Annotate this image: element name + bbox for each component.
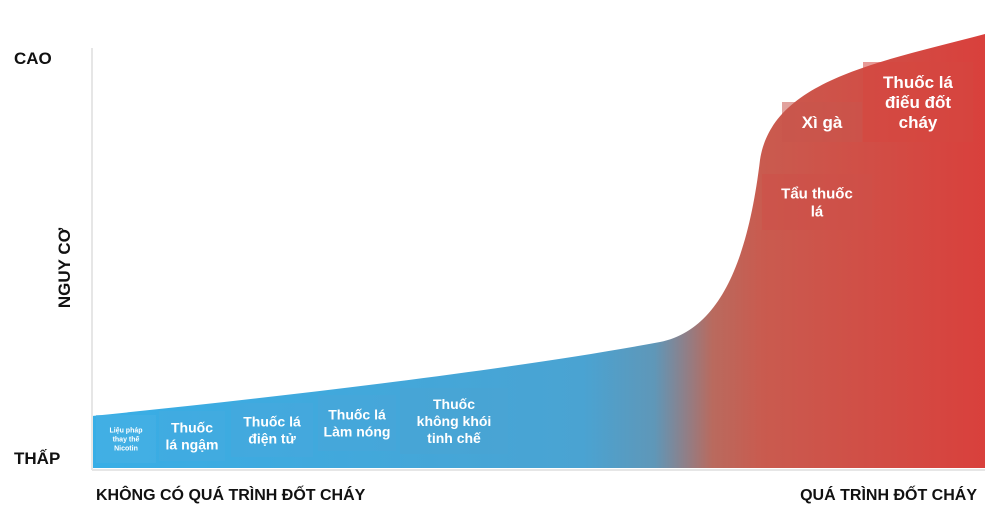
risk-area [92, 34, 985, 468]
x-right-label: QUÁ TRÌNH ĐỐT CHÁY [800, 484, 977, 504]
product-label: Thuốc lá Làm nóng [324, 406, 391, 439]
product-label: Thuốc lá điện tử [243, 413, 301, 446]
product-item: Xì gà [782, 102, 862, 142]
product-label-line: lá [811, 203, 824, 220]
product-label: Liệu pháp thay thế Nicotin [109, 427, 142, 452]
product-label: Thuốc lá ngậm [166, 419, 219, 452]
product-label-line: Thuốc lá [883, 73, 953, 92]
product-item: Thuốc không khói tinh chế [400, 388, 508, 454]
product-item: Liệu pháp thay thế Nicotin [96, 415, 156, 463]
product-box [159, 411, 225, 461]
product-box [400, 388, 508, 454]
product-label-line: Thuốc lá [328, 406, 386, 422]
product-box [96, 415, 156, 463]
product-label: Tẩu thuốc lá [781, 185, 853, 220]
product-item: Thuốc lá Làm nóng [318, 395, 396, 451]
product-label-line: điếu đốt [885, 93, 951, 112]
product-label-line: điện tử [248, 430, 296, 446]
product-box [863, 62, 973, 142]
product-item: Thuốc lá điếu đốt cháy [863, 62, 973, 142]
product-item: Thuốc lá ngậm [159, 411, 225, 461]
product-label-line: Thuốc [171, 419, 213, 435]
product-label: Thuốc lá điếu đốt cháy [883, 73, 953, 132]
product-item: Tẩu thuốc lá [762, 174, 872, 230]
product-label-line: cháy [899, 113, 938, 132]
product-label-line: Thuốc [433, 396, 475, 412]
product-box [762, 174, 872, 230]
product-label-line: Thuốc lá [243, 413, 301, 429]
product-label-line: Nicotin [114, 445, 138, 452]
product-item: Thuốc lá điện tử [231, 403, 313, 457]
x-left-label: KHÔNG CÓ QUÁ TRÌNH ĐỐT CHÁY [96, 484, 366, 504]
product-label-line: Làm nóng [324, 423, 391, 439]
product-label-line: lá ngậm [166, 436, 219, 452]
y-axis-title: NGUY CƠ [55, 227, 74, 308]
product-label-line: không khói [417, 413, 492, 429]
y-high-label: CAO [14, 49, 52, 68]
product-label-line: tinh chế [427, 430, 481, 446]
product-label-line: Xì gà [802, 113, 843, 132]
product-label: Xì gà [802, 113, 843, 132]
product-label-line: Liệu pháp [109, 427, 142, 434]
product-box [318, 395, 396, 451]
product-label-line: thay thế [113, 435, 140, 443]
product-box [231, 403, 313, 457]
product-label-line: Tẩu thuốc [781, 185, 853, 202]
y-low-label: THẤP [14, 449, 60, 468]
product-label: Thuốc không khói tinh chế [417, 396, 492, 446]
product-box [782, 102, 862, 142]
